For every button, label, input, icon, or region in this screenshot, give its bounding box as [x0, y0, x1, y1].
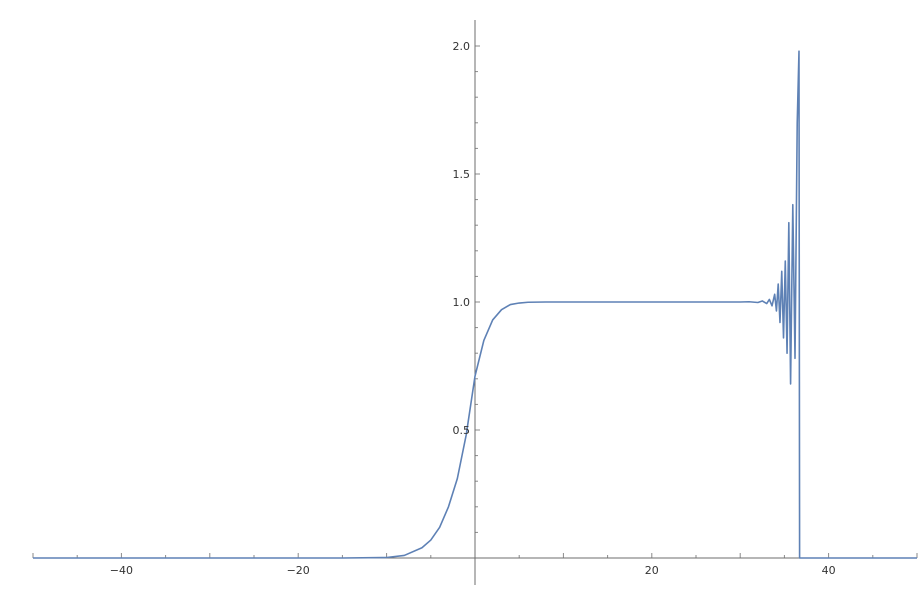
x-tick-label: 40 — [822, 564, 836, 577]
y-tick-label: 1.5 — [453, 168, 471, 181]
x-tick-label: −40 — [110, 564, 133, 577]
y-tick-label: 2.0 — [453, 40, 471, 53]
y-tick-label: 0.5 — [453, 424, 471, 437]
x-tick-label: −20 — [287, 564, 310, 577]
y-tick-label: 1.0 — [453, 296, 471, 309]
tick-labels: −40 −20 20 40 0.5 1.0 1.5 2.0 — [110, 40, 836, 577]
x-tick-label: 20 — [645, 564, 659, 577]
data-series-line — [33, 50, 917, 559]
